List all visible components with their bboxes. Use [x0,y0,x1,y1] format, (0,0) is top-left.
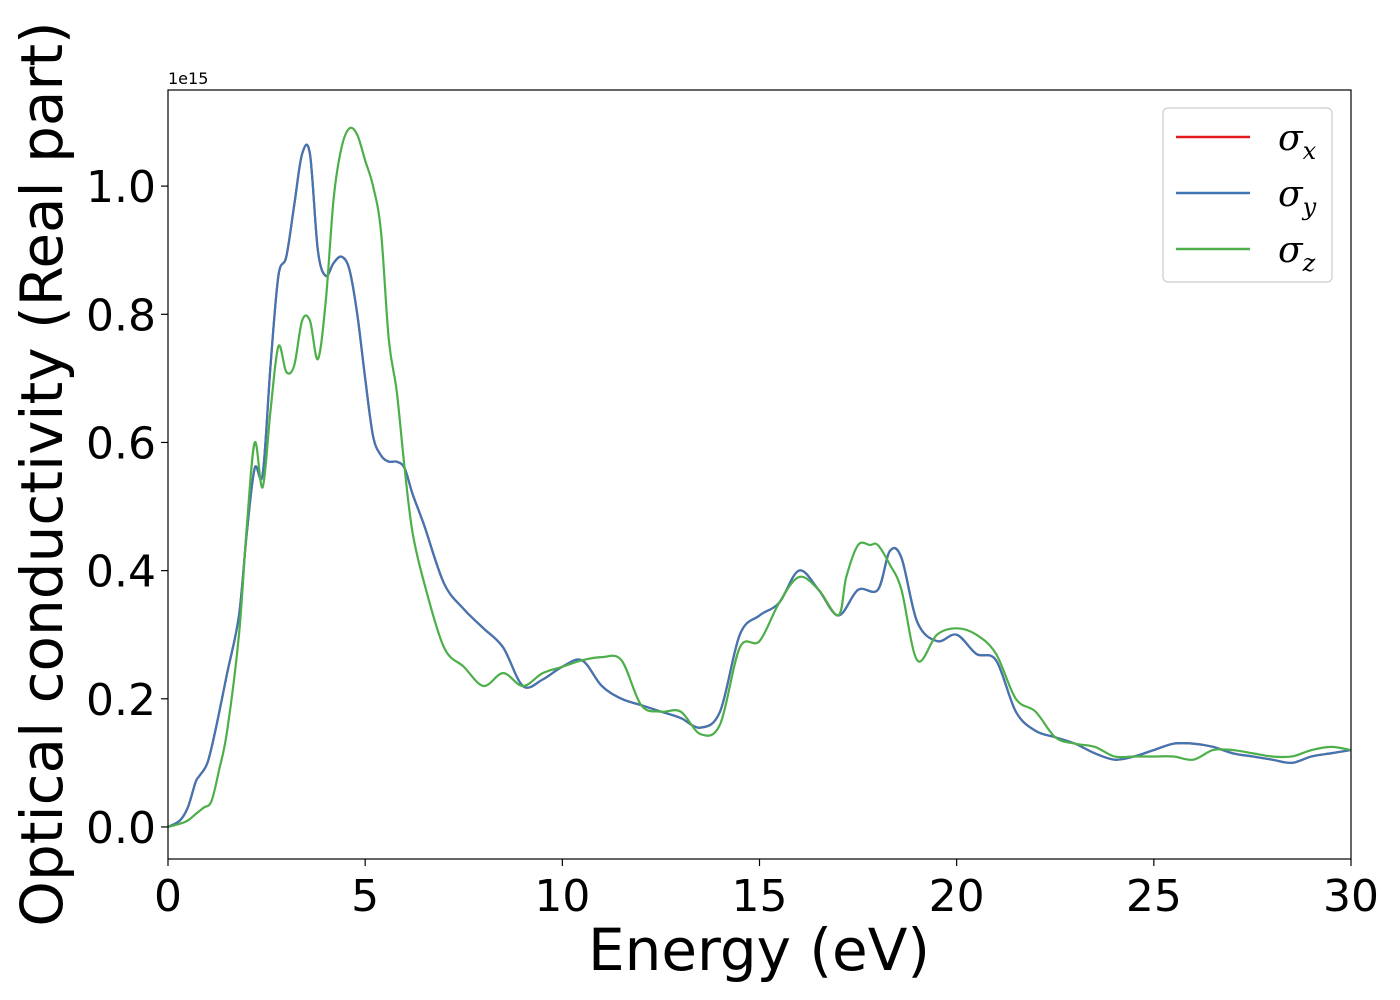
legend-label-z: σz [1278,230,1316,277]
y-tick-label: 1.0 [86,162,156,213]
y-tick-label: 0.6 [86,418,156,469]
legend: σx σy σz [1162,107,1333,283]
x-tick-label: 0 [154,871,182,922]
y-tick-label: 0.0 [86,803,156,854]
y-axis: 0.0 0.2 0.4 0.6 0.8 1.0 [86,162,168,854]
legend-frame [1162,107,1333,283]
x-tick-label: 30 [1323,871,1379,922]
series-line-z [168,126,1351,829]
x-tick-label: 5 [351,871,379,922]
x-tick-label: 15 [732,871,788,922]
y-tick-label: 0.8 [86,290,156,341]
x-tick-label: 20 [929,871,985,922]
legend-label-y: σy [1278,174,1317,221]
y-offset-text: 1e15 [168,69,208,88]
x-axis-label: Energy (eV) [588,916,930,984]
x-axis: 0 5 10 15 20 25 30 [154,859,1379,922]
y-tick-label: 0.2 [86,675,156,726]
y-tick-label: 0.4 [86,547,156,598]
x-tick-label: 10 [534,871,590,922]
series-layer [168,126,1351,829]
legend-label-x: σx [1278,118,1317,165]
y-axis-label: Optical conductivity (Real part) [8,21,76,926]
x-tick-label: 25 [1126,871,1182,922]
